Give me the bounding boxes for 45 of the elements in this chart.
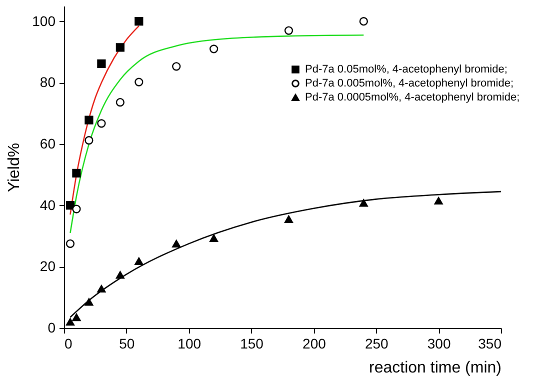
point [66,239,75,248]
y-axis-title: Yield% [6,142,24,192]
point [84,136,94,145]
x-axis-title: reaction time (min) [369,360,502,376]
point [284,215,294,223]
point [116,98,124,107]
point [84,116,94,124]
x-tick-label: 100 [178,336,202,352]
point [66,318,75,326]
y-tick-label: 80 [40,74,56,90]
point [97,119,106,128]
point [72,204,81,214]
y-tick-label: 100 [32,12,56,29]
y-tick-label: 20 [40,258,56,274]
point [172,240,181,248]
x-tick-label: 150 [240,336,264,352]
point [284,26,294,35]
y-tick-label: 40 [40,196,56,213]
legend-label: Pd-7a 0.005mol%, 4-acetophenyl bromide; [305,78,514,90]
point [116,271,124,279]
point [359,17,368,26]
legend-label: Pd-7a 0.05mol%, 4-acetophenyl bromide; [305,64,508,76]
point [434,196,443,205]
point [84,298,94,306]
y-tick-label: 60 [40,136,56,152]
point [210,44,218,54]
point [134,78,144,86]
x-tick-label: 50 [119,336,135,352]
point [210,234,218,242]
point [134,17,144,26]
point [72,313,81,322]
y-tick-label: 0 [48,320,56,336]
point [172,62,181,71]
point [72,168,81,178]
point [97,284,106,293]
point [359,199,368,207]
x-tick-label: 300 [427,336,451,352]
x-tick-label: 0 [64,336,72,352]
point [134,257,144,265]
x-tick-label: 350 [478,336,502,352]
legend-label: Pd-7a 0.0005mol%, 4-acetophenyl bromide; [305,92,520,104]
x-tick-label: 250 [364,336,389,352]
point [97,59,106,68]
point [116,43,124,52]
x-tick-label: 200 [302,336,326,352]
